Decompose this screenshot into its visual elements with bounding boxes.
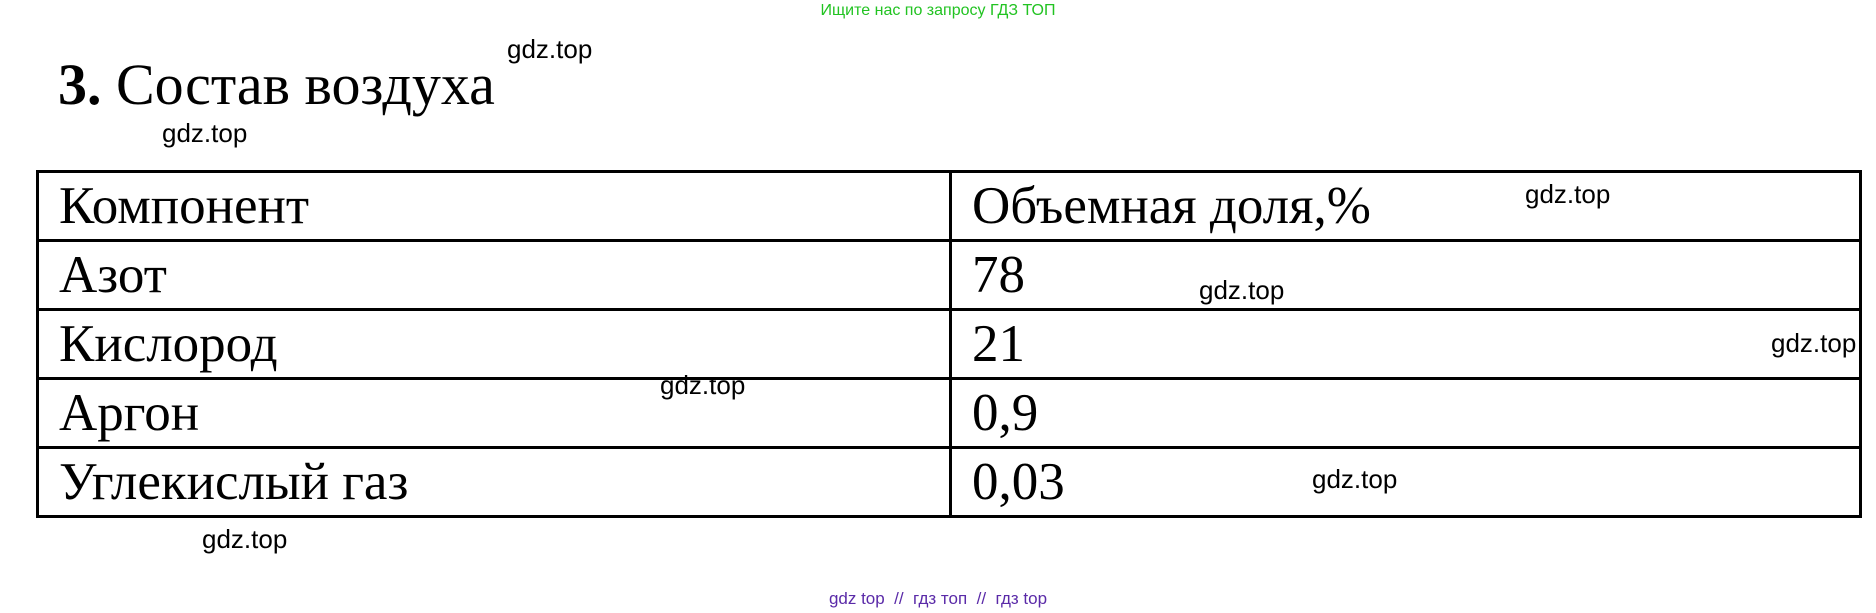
air-composition-table: Компонент Объемная доля,% Азот 78 Кислор…	[36, 170, 1862, 518]
cell-component: Кислород	[36, 308, 952, 380]
watermark: gdz.top	[1312, 464, 1398, 494]
cell-value: 0,03	[949, 446, 1862, 518]
watermark: gdz.top	[202, 524, 288, 554]
top-banner[interactable]: Ищите нас по запросу ГДЗ ТОП	[820, 2, 1056, 19]
cell-component: Азот	[36, 239, 952, 311]
table-row: Азот 78	[36, 239, 1862, 311]
table-row: Кислород 21	[36, 308, 1862, 380]
cell-value: 78	[949, 239, 1862, 311]
title-text: Состав воздуха	[116, 52, 495, 117]
table-header-row: Компонент Объемная доля,%	[36, 170, 1862, 242]
cell-value: 21	[949, 308, 1862, 380]
watermark: gdz.top	[1771, 328, 1857, 358]
cell-value: 0,9	[949, 377, 1862, 449]
title-number: 3.	[58, 52, 102, 117]
header-volume-fraction: Объемная доля,%	[949, 170, 1862, 242]
cell-component: Углекислый газ	[36, 446, 952, 518]
watermark: gdz.top	[1525, 179, 1611, 209]
table-row: Углекислый газ 0,03	[36, 446, 1862, 518]
footer-links[interactable]: gdz top // гдз топ // гдз top	[828, 589, 1048, 608]
watermark: gdz.top	[660, 370, 746, 400]
watermark: gdz.top	[507, 34, 593, 64]
table-row: Аргон 0,9	[36, 377, 1862, 449]
page-title: 3. Состав воздуха	[58, 50, 495, 120]
watermark: gdz.top	[1199, 275, 1285, 305]
cell-component: Аргон	[36, 377, 952, 449]
header-component: Компонент	[36, 170, 952, 242]
watermark: gdz.top	[162, 118, 248, 148]
